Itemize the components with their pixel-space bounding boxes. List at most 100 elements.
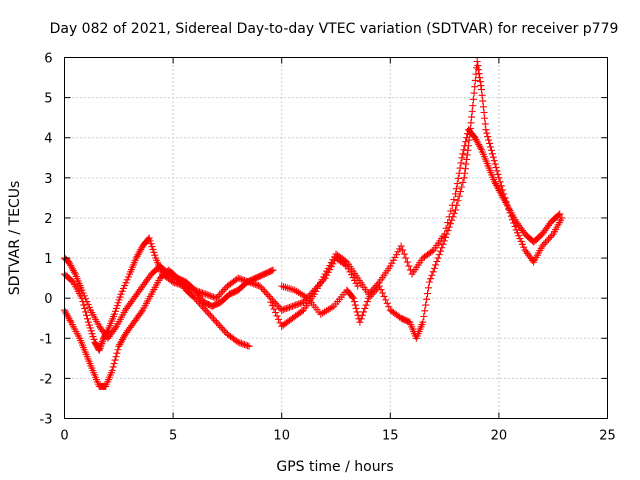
data-point [293, 300, 301, 308]
data-point [214, 292, 222, 300]
x-tick-label: 5 [169, 429, 177, 444]
data-point [209, 315, 217, 323]
data-point [487, 146, 495, 154]
data-point [435, 251, 443, 259]
data-point [258, 284, 266, 292]
data-point [476, 74, 484, 82]
data-point [203, 291, 211, 299]
data-point [200, 304, 208, 312]
data-point [220, 286, 228, 294]
data-point [499, 186, 507, 194]
data-point [494, 170, 502, 178]
data-point [217, 323, 225, 331]
data-point [453, 180, 461, 188]
y-tick-label: 6 [44, 52, 52, 67]
data-point [169, 278, 177, 286]
data-point [239, 340, 247, 348]
data-point [461, 169, 469, 177]
data-point [450, 209, 458, 217]
data-point [299, 298, 307, 306]
y-tick-label: 4 [44, 132, 52, 147]
data-point [208, 292, 216, 300]
data-point [356, 318, 364, 326]
x-tick-label: 20 [491, 429, 508, 444]
data-point [259, 286, 267, 294]
data-point [470, 89, 478, 97]
data-point [450, 196, 458, 204]
data-point [217, 289, 225, 297]
data-point [275, 303, 283, 311]
data-point [460, 174, 468, 182]
data-point [66, 317, 74, 325]
data-point [199, 289, 207, 297]
data-point [400, 250, 408, 258]
data-point [290, 302, 298, 310]
data-point [269, 266, 277, 274]
data-point [438, 244, 446, 252]
data-point [97, 341, 105, 349]
data-point [240, 341, 248, 349]
data-point [369, 289, 377, 297]
data-point [472, 70, 480, 78]
data-point [487, 143, 495, 151]
data-point [462, 138, 470, 146]
data-point [264, 291, 272, 299]
data-point [492, 164, 500, 172]
data-point [361, 304, 369, 312]
data-point [385, 303, 393, 311]
data-point [471, 76, 479, 84]
y-tick-label: 3 [44, 172, 52, 187]
data-point [486, 139, 494, 147]
data-point [281, 305, 289, 313]
data-point [463, 155, 471, 163]
data-point [209, 293, 217, 301]
data-point [351, 301, 359, 309]
data-point [273, 312, 281, 320]
data-point [428, 247, 436, 255]
data-point [468, 113, 476, 121]
data-point [466, 125, 474, 133]
data-point [377, 286, 385, 294]
data-point [82, 308, 90, 316]
data-point [111, 324, 119, 332]
data-point [453, 201, 461, 209]
x-tick-label: 0 [60, 429, 68, 444]
data-point [477, 144, 485, 152]
data-point [445, 223, 453, 231]
data-point [422, 301, 430, 309]
data-point [112, 353, 120, 361]
data-point [83, 311, 91, 319]
data-point [270, 305, 278, 313]
data-point [397, 242, 405, 250]
data-point [283, 284, 291, 292]
data-point [265, 292, 273, 300]
data-point [511, 223, 519, 231]
data-point [219, 287, 227, 295]
data-point [208, 313, 216, 321]
data-point [478, 86, 486, 94]
data-point [256, 282, 264, 290]
data-point [505, 205, 513, 213]
data-point [363, 298, 371, 306]
data-point [354, 282, 362, 290]
data-point [451, 206, 459, 214]
data-point [275, 315, 283, 323]
data-point [403, 258, 411, 266]
data-point [462, 160, 470, 168]
data-point [205, 291, 213, 299]
data-point [114, 346, 122, 354]
data-point [458, 183, 466, 191]
data-point [206, 311, 214, 319]
data-point [220, 327, 228, 335]
data-point [481, 120, 489, 128]
y-tick-label: 5 [44, 92, 52, 107]
data-point [538, 242, 546, 250]
data-point [362, 301, 370, 309]
data-point [473, 58, 481, 66]
data-point [433, 257, 441, 265]
data-point [96, 343, 104, 351]
data-point [352, 304, 360, 312]
data-point [285, 303, 293, 311]
grid-lines [64, 57, 608, 419]
data-point [454, 174, 462, 182]
